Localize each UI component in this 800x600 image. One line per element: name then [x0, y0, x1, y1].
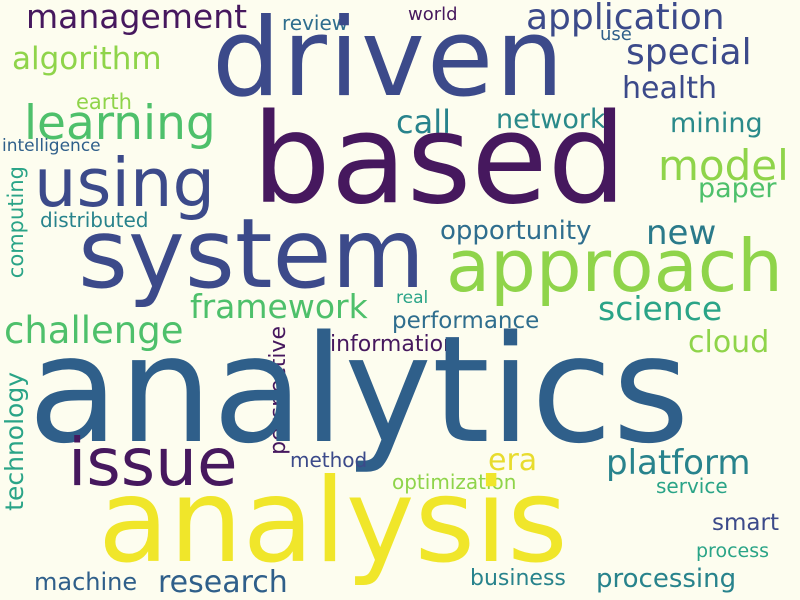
word-smart: smart	[712, 512, 779, 535]
word-processing: processing	[596, 566, 736, 592]
word-algorithm: algorithm	[12, 44, 162, 75]
word-technology: technology	[2, 372, 27, 511]
word-machine: machine	[34, 570, 137, 594]
word-cloud: cloud	[688, 328, 769, 358]
word-service: service	[656, 476, 728, 496]
word-analysis: analysis	[98, 464, 568, 580]
word-process: process	[696, 542, 769, 561]
word-special: special	[626, 35, 752, 71]
word-health: health	[622, 74, 717, 104]
word-research: research	[158, 568, 288, 598]
word-mining: mining	[670, 110, 763, 137]
word-paper: paper	[698, 175, 777, 202]
word-business: business	[470, 568, 566, 590]
word-computing: computing	[6, 166, 27, 278]
